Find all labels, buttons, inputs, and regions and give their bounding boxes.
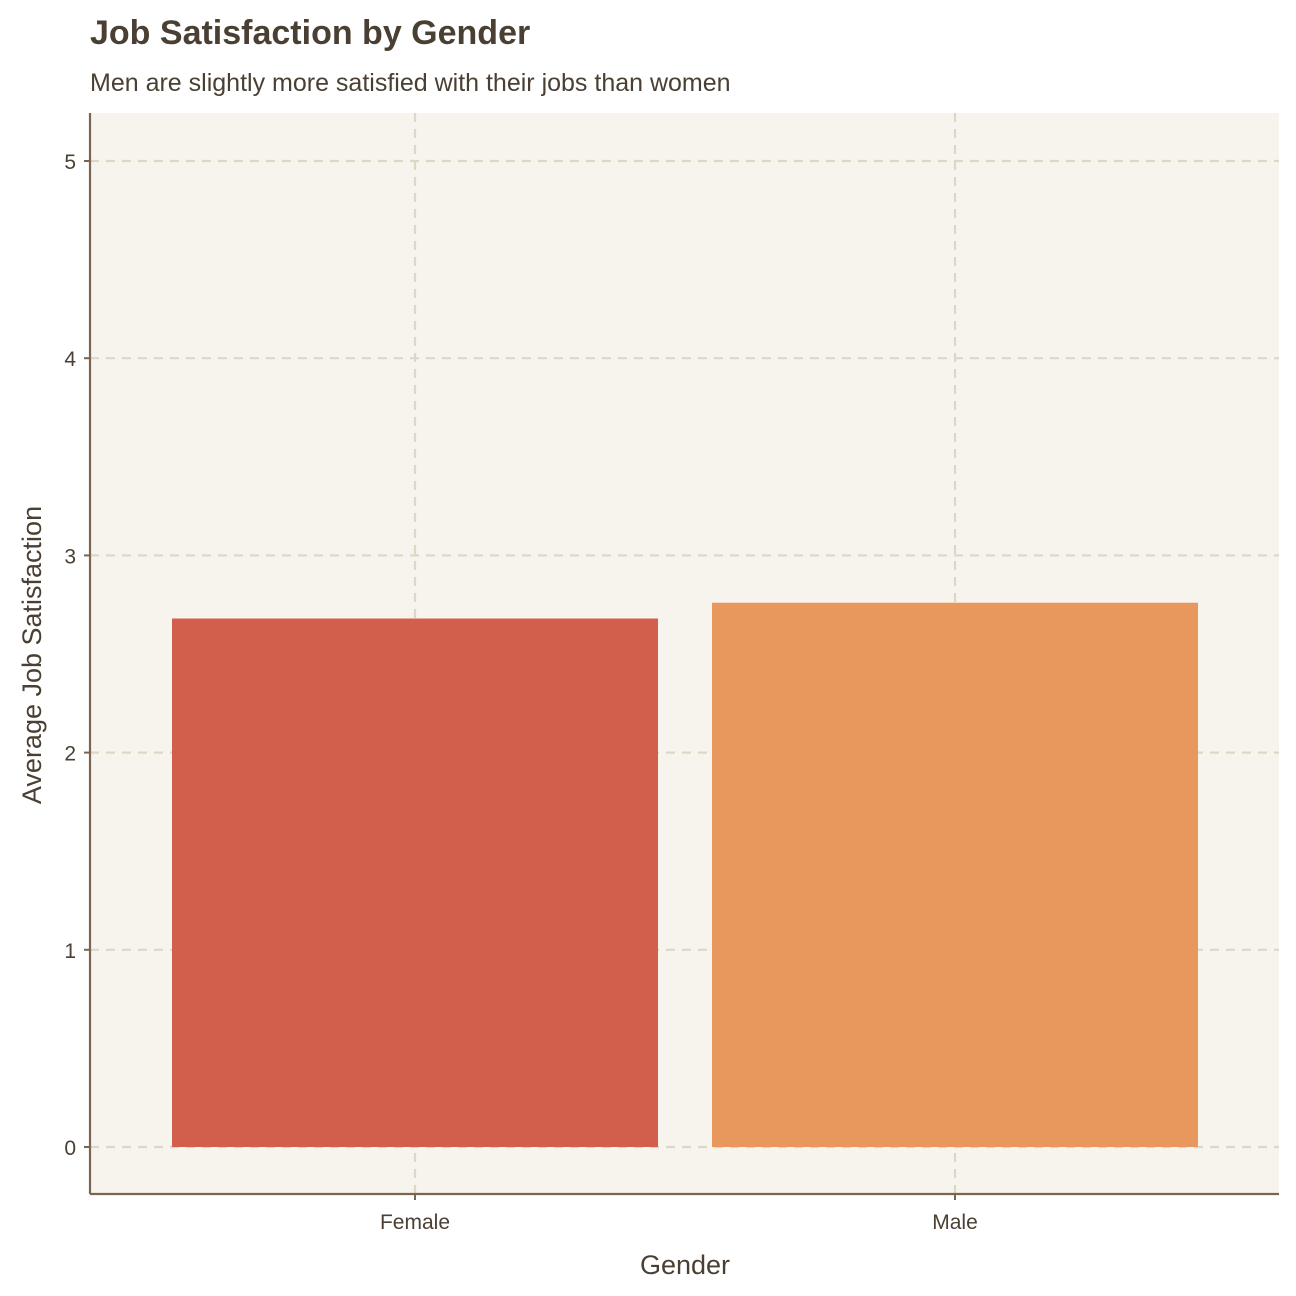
chart-title: Job Satisfaction by Gender: [90, 14, 530, 52]
tick-labels: 0 1 2 3 4 5 Female Male: [64, 151, 977, 1234]
y-axis-title: Average Job Satisfaction: [17, 506, 47, 804]
x-tick-label: Male: [932, 1211, 978, 1234]
y-tick-label: 5: [64, 151, 76, 174]
y-tick-label: 0: [64, 1137, 76, 1160]
y-tick-label: 2: [64, 743, 76, 766]
bar-female: [172, 618, 658, 1147]
bars: [172, 602, 1198, 1147]
y-tick-label: 3: [64, 545, 76, 568]
chart-subtitle: Men are slightly more satisfied with the…: [90, 69, 731, 97]
y-tick-label: 1: [64, 940, 76, 963]
y-tick-label: 4: [64, 348, 76, 371]
axes: [84, 113, 1279, 1200]
x-tick-label: Female: [380, 1211, 450, 1234]
x-axis-title: Gender: [640, 1250, 730, 1280]
bar-male: [712, 602, 1198, 1147]
